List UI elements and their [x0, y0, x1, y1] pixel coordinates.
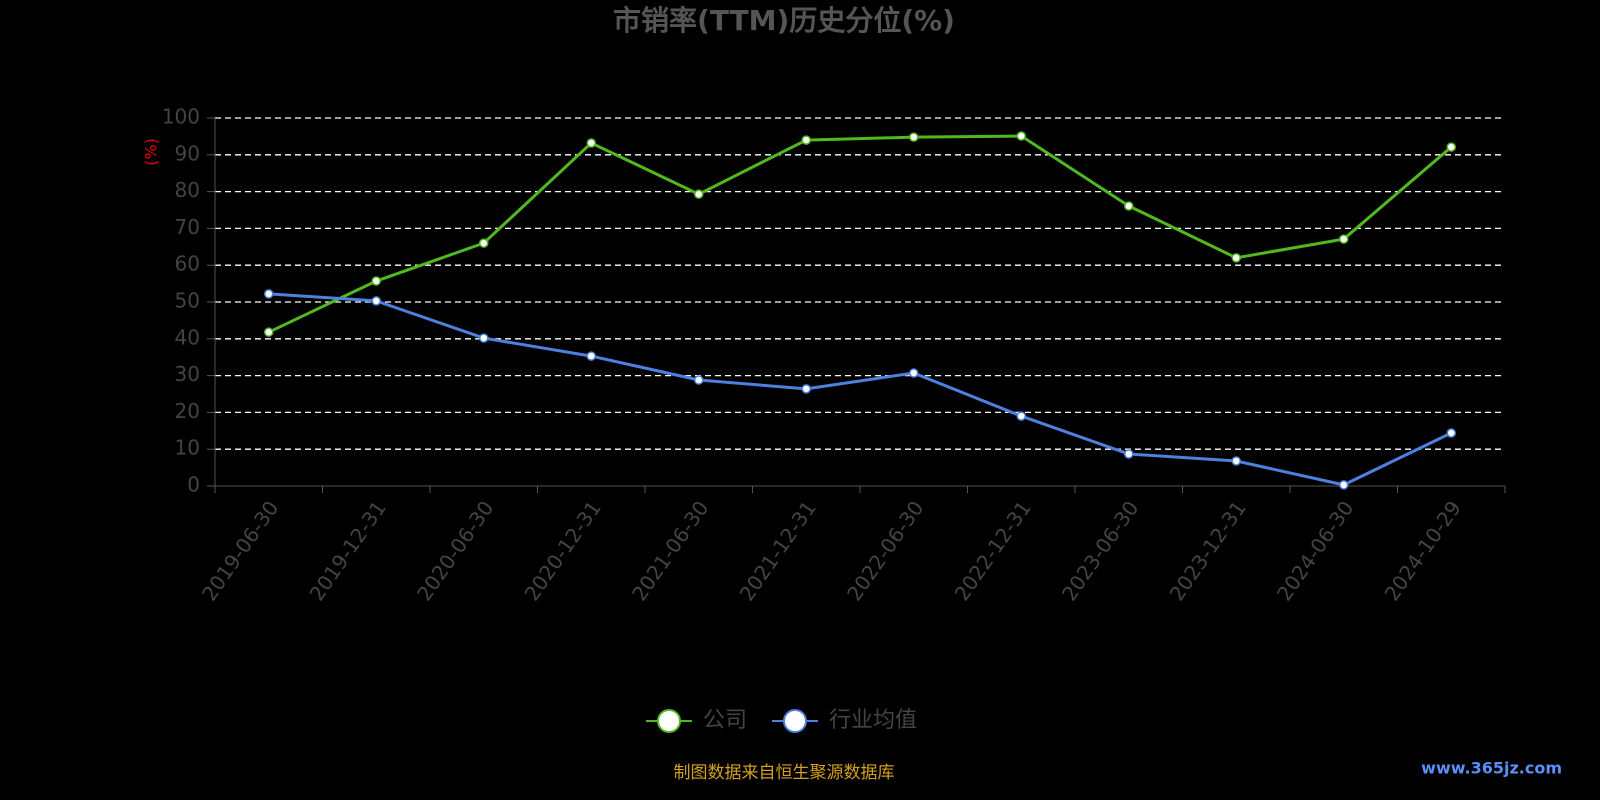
- legend-marker: [783, 709, 807, 733]
- data-point: [1339, 480, 1349, 490]
- series-line: [268, 134, 1453, 334]
- data-point: [1446, 142, 1456, 152]
- legend-marker: [657, 709, 681, 733]
- y-tick-label: 60: [175, 252, 200, 276]
- y-tick-label: 90: [175, 141, 200, 165]
- background: [0, 0, 1568, 784]
- data-point: [586, 138, 596, 148]
- y-tick-label: 0: [187, 473, 200, 497]
- data-point: [1231, 456, 1241, 466]
- y-tick-label: 20: [175, 399, 200, 423]
- y-tick-label: 30: [175, 362, 200, 386]
- data-point: [371, 296, 381, 306]
- data-point: [1231, 253, 1241, 263]
- y-tick-label: 50: [175, 289, 200, 313]
- data-point: [694, 189, 704, 199]
- data-point: [1124, 201, 1134, 211]
- chart-title: 市销率(TTM)历史分位(%): [613, 4, 955, 37]
- data-point: [371, 276, 381, 286]
- y-tick-label: 70: [175, 215, 200, 239]
- series-line: [268, 292, 1452, 487]
- data-point: [586, 351, 596, 361]
- data-point: [264, 327, 274, 337]
- y-tick-label: 100: [162, 105, 200, 129]
- data-point: [1016, 131, 1026, 141]
- y-tick-label: 80: [175, 178, 200, 202]
- legend-label: 公司: [703, 708, 747, 733]
- data-point: [801, 384, 811, 394]
- data-point: [1446, 428, 1456, 438]
- y-tick-label: 40: [175, 325, 200, 349]
- data-point: [909, 368, 919, 378]
- data-point: [801, 135, 811, 145]
- data-point: [264, 289, 274, 299]
- y-tick-label: 10: [175, 436, 200, 460]
- y-axis-label: (%): [142, 138, 161, 166]
- data-point: [479, 238, 489, 248]
- data-point: [909, 132, 919, 142]
- data-point: [694, 375, 704, 385]
- legend-label: 行业均值: [829, 708, 917, 733]
- data-point: [479, 333, 489, 343]
- data-point: [1339, 234, 1349, 244]
- data-point: [1016, 411, 1026, 421]
- data-point: [1124, 449, 1134, 459]
- source-note: 制图数据来自恒生聚源数据库: [674, 763, 895, 783]
- chart: 市销率(TTM)历史分位(%) (%) 制图数据来自恒生聚源数据库 www.36…: [0, 0, 1568, 784]
- watermark: www.365jz.com: [1421, 759, 1562, 778]
